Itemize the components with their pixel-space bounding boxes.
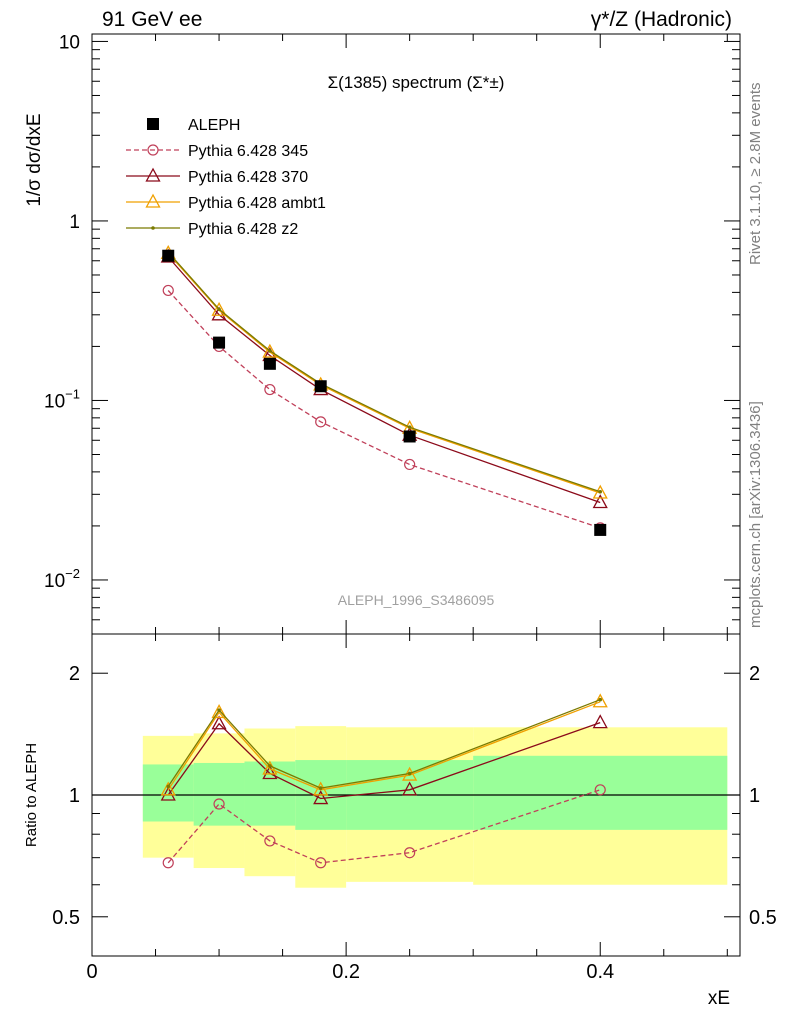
data-point — [407, 771, 412, 776]
series-line — [167, 251, 601, 493]
y-tick-exponent: −1 — [65, 386, 80, 401]
data-point — [404, 847, 416, 859]
series-line — [167, 699, 601, 789]
y-tick-label: 0.5 — [52, 907, 80, 929]
mcplots-label: mcplots.cern.ch [arXiv:1306.3436] — [747, 401, 764, 628]
data-point — [268, 349, 272, 353]
main-title: Σ(1385) spectrum (Σ*±) — [328, 73, 505, 92]
uncertainty-band-inner — [244, 761, 296, 826]
data-point — [313, 790, 329, 805]
data-point — [313, 781, 329, 796]
data-point — [211, 715, 227, 730]
data-point — [592, 494, 608, 509]
data-point — [160, 781, 176, 796]
y-axis-label-ratio: Ratio to ALEPH — [23, 743, 40, 847]
data-point — [598, 697, 603, 702]
data-point — [402, 781, 418, 796]
y-tick-label-right: 2 — [749, 663, 760, 685]
data-point — [315, 857, 327, 869]
data-point — [594, 523, 607, 536]
uncertainty-band-inner — [193, 762, 245, 826]
data-point — [264, 835, 276, 847]
series-line — [167, 701, 601, 791]
legend-marker — [145, 193, 161, 208]
data-point — [213, 798, 225, 810]
series-line — [167, 290, 601, 529]
series-line — [167, 721, 601, 800]
data-point — [315, 416, 327, 428]
ratio-plot-frame — [91, 633, 741, 957]
data-point — [268, 764, 272, 768]
data-point — [160, 786, 176, 801]
data-point — [262, 343, 278, 358]
data-point — [211, 306, 227, 321]
data-point — [598, 489, 603, 494]
data-point — [162, 857, 174, 869]
data-point — [594, 784, 606, 796]
data-point — [213, 336, 226, 349]
x-axis-label: xE — [708, 988, 730, 1009]
data-point — [217, 708, 221, 713]
y-tick-label: 10 — [59, 32, 80, 53]
y-tick-label: 1 — [69, 785, 80, 807]
data-point — [162, 284, 174, 297]
y-tick-label-right: 0.5 — [749, 907, 777, 929]
legend-marker — [145, 167, 161, 182]
y-axis-label-main: 1/σ dσ/dxE — [24, 113, 45, 206]
data-point — [403, 430, 416, 443]
legend-label: ALEPH — [188, 117, 240, 134]
data-point — [217, 307, 221, 312]
ratio-plot-panel: 2 2 1 1 0.5 0.5 0 0.2 0.4 Ratio to ALEPH xE — [23, 633, 777, 1009]
y-tick-label: 10−2 — [44, 566, 80, 592]
y-tick-exponent: −2 — [65, 566, 80, 581]
legend-label: Pythia 6.428 ambt1 — [188, 195, 326, 212]
data-point — [407, 425, 412, 429]
legend-label: Pythia 6.428 370 — [188, 169, 308, 186]
data-point — [314, 380, 327, 393]
data-point — [166, 784, 171, 789]
series-line — [167, 252, 601, 494]
data-point — [404, 458, 416, 471]
data-point — [211, 704, 227, 719]
uncertainty-band-inner — [142, 764, 194, 822]
watermark: ALEPH_1996_S3486095 — [338, 592, 495, 608]
main-plot-panel: 10 1 10−1 10−2 Σ(1385) spectrum (Σ*±) 1/σ d… — [24, 32, 741, 635]
data-point — [162, 249, 175, 262]
data-point — [263, 357, 276, 370]
legend-marker — [147, 144, 159, 156]
y-tick-label-right: 1 — [749, 785, 760, 807]
y-tick-label: 2 — [69, 663, 80, 685]
data-point — [318, 786, 323, 790]
series-line — [167, 789, 601, 864]
header-right: γ*/Z (Hadronic) — [591, 8, 732, 31]
series-line — [167, 256, 601, 504]
data-point — [211, 301, 227, 316]
x-tick-label: 0.2 — [332, 961, 360, 983]
header-left: 91 GeV ee — [102, 8, 202, 31]
data-point — [264, 383, 276, 396]
legend-label: Pythia 6.428 345 — [188, 143, 308, 160]
data-point — [262, 765, 278, 780]
data-point — [592, 484, 608, 499]
x-tick-label: 0 — [86, 961, 97, 983]
data-point — [592, 714, 608, 729]
legend-label: Pythia 6.428 z2 — [188, 221, 298, 238]
y-tick-label: 10−1 — [44, 386, 80, 412]
rivet-label: Rivet 3.1.10, ≥ 2.8M events — [747, 83, 764, 266]
legend-marker — [147, 118, 159, 130]
legend-marker — [151, 226, 155, 230]
legend: ALEPH Pythia 6.428 345 Pythia 6.428 370 Pyt… — [126, 117, 326, 238]
x-tick-label: 0.4 — [586, 961, 614, 983]
y-tick-label: 1 — [69, 212, 80, 233]
